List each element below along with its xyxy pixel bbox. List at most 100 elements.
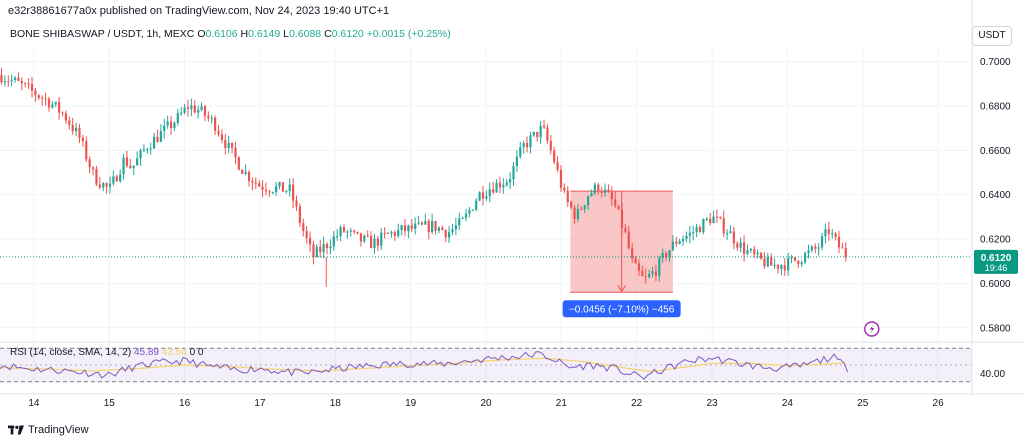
candle-body (210, 117, 213, 119)
candle-body (614, 199, 617, 206)
candle-body (787, 257, 790, 271)
candle-body (98, 184, 101, 188)
candle-body (804, 253, 807, 263)
candle-body (180, 112, 183, 114)
candle-body (298, 206, 301, 224)
candle-body (475, 200, 478, 210)
candle-body (410, 225, 413, 229)
x-tick-label: 21 (556, 398, 568, 409)
candle-body (166, 121, 169, 126)
candle-body (81, 137, 84, 142)
candle-body (13, 77, 17, 80)
x-tick-label: 14 (28, 398, 40, 409)
candle-body (214, 117, 217, 131)
footer-branding: TradingView (8, 424, 89, 436)
candle-body (186, 107, 190, 109)
candle-body (627, 231, 630, 249)
candle-body (820, 236, 824, 248)
candle-body (91, 167, 95, 169)
candle-body (502, 184, 505, 188)
candle-body (658, 257, 661, 276)
currency-button[interactable]: USDT (972, 26, 1012, 46)
candle-body (400, 225, 403, 230)
candle-body (807, 250, 810, 254)
candle-body (315, 246, 318, 257)
candle-body (7, 81, 10, 83)
rsi-legend: RSI (14, close, SMA, 14, 2) 45.89 43.64 … (10, 347, 203, 358)
candle-body (756, 252, 759, 255)
candle-body (51, 104, 54, 108)
candle-body (373, 238, 376, 249)
open-value: 0.6106 (205, 28, 238, 40)
candle-body (54, 102, 57, 105)
candle-body (763, 258, 766, 267)
rsi-sma-value: 43.64 (161, 347, 187, 358)
candle-body (61, 112, 64, 114)
candle-body (586, 196, 590, 206)
candle-body (522, 143, 525, 148)
candle-body (617, 205, 620, 210)
candle-body (536, 131, 539, 138)
candle-body (688, 232, 691, 236)
candle-body (624, 227, 627, 232)
candle-body (156, 136, 159, 142)
candle-body (136, 158, 139, 166)
candle-body (183, 107, 186, 113)
candle-body (556, 162, 559, 170)
candle-body (620, 209, 624, 228)
candle-body (329, 246, 332, 249)
change-value: +0.0015 (+0.25%) (366, 28, 451, 40)
candle-body (671, 241, 674, 251)
published-caption: e32r38861677a0x published on TradingView… (8, 5, 390, 17)
symbol-legend: BONE SHIBASWAP / USDT, 1h, MEXC O0.6106 … (10, 28, 451, 40)
candle-body (698, 227, 702, 233)
candle-body (837, 236, 841, 248)
candle-body (481, 192, 485, 199)
candle-body (322, 244, 325, 253)
y-tick-label: 0.6800 (980, 101, 1011, 112)
candle-body (814, 246, 817, 249)
candle-body (88, 159, 91, 168)
candle-body (251, 181, 254, 183)
candle-body (607, 189, 610, 193)
symbol-name: BONE SHIBASWAP / USDT, 1h, MEXC (10, 28, 195, 40)
candle-body (241, 169, 244, 174)
candle-body (773, 264, 776, 266)
x-tick-label: 25 (857, 398, 869, 409)
candle-body (759, 252, 763, 259)
candle-body (142, 149, 146, 151)
candle-body (319, 246, 322, 253)
candle-body (414, 223, 417, 229)
candle-body (417, 222, 420, 224)
event-lightning-icon (864, 321, 880, 337)
candle-body (356, 231, 359, 234)
candle-body (112, 176, 115, 184)
candle-body (603, 189, 607, 193)
candle-body (566, 190, 569, 202)
candle-body (580, 208, 583, 210)
candle-body (376, 238, 379, 246)
candle-body (27, 83, 30, 85)
candle-body (227, 142, 230, 149)
candle-body (509, 179, 512, 183)
candle-body (197, 109, 200, 113)
candle-body (464, 213, 468, 218)
candle-body (403, 225, 407, 232)
candle-body (749, 249, 752, 251)
candle-body (593, 184, 596, 194)
candle-body (108, 183, 112, 187)
y-tick-label: 0.6200 (980, 235, 1011, 246)
last-price-tag (974, 249, 1018, 274)
candle-body (648, 274, 651, 277)
rsi-extra-1: 0 (189, 347, 196, 358)
rsi-label: RSI (14, close, SMA, 14, 2) (10, 347, 132, 358)
candle-body (844, 248, 847, 258)
candle-body (281, 182, 285, 192)
measure-arrow-icon (617, 285, 627, 293)
candle-body (339, 227, 342, 236)
candle-body (485, 196, 488, 199)
candle-body (275, 186, 278, 193)
candle-body (393, 232, 396, 236)
candle-body (525, 143, 529, 148)
